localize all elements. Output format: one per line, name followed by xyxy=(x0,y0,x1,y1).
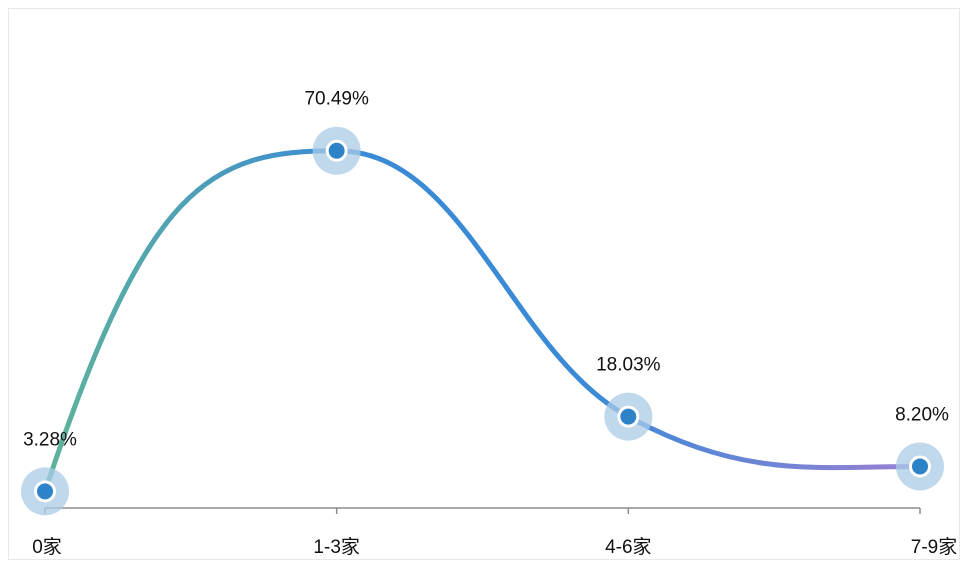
x-tick-label: 4-6家 xyxy=(605,536,651,558)
marker-dot xyxy=(328,142,345,159)
data-label: 70.49% xyxy=(304,89,369,110)
x-tick-label: 1-3家 xyxy=(313,536,359,558)
marker-dot xyxy=(37,483,53,500)
data-point-marker xyxy=(896,442,944,491)
marker-dot xyxy=(620,408,637,425)
data-point-marker xyxy=(312,126,361,175)
x-tick-label: 0家 xyxy=(32,536,62,558)
series-line xyxy=(42,148,923,494)
data-point-marker xyxy=(604,392,653,441)
x-tick-label: 7-9家 xyxy=(911,536,957,558)
data-label: 18.03% xyxy=(596,355,661,376)
marker-dot xyxy=(912,458,928,475)
data-label: 8.20% xyxy=(895,404,949,425)
data-label: 3.28% xyxy=(23,429,77,450)
chart-frame xyxy=(8,8,960,560)
data-point-marker xyxy=(21,467,69,516)
